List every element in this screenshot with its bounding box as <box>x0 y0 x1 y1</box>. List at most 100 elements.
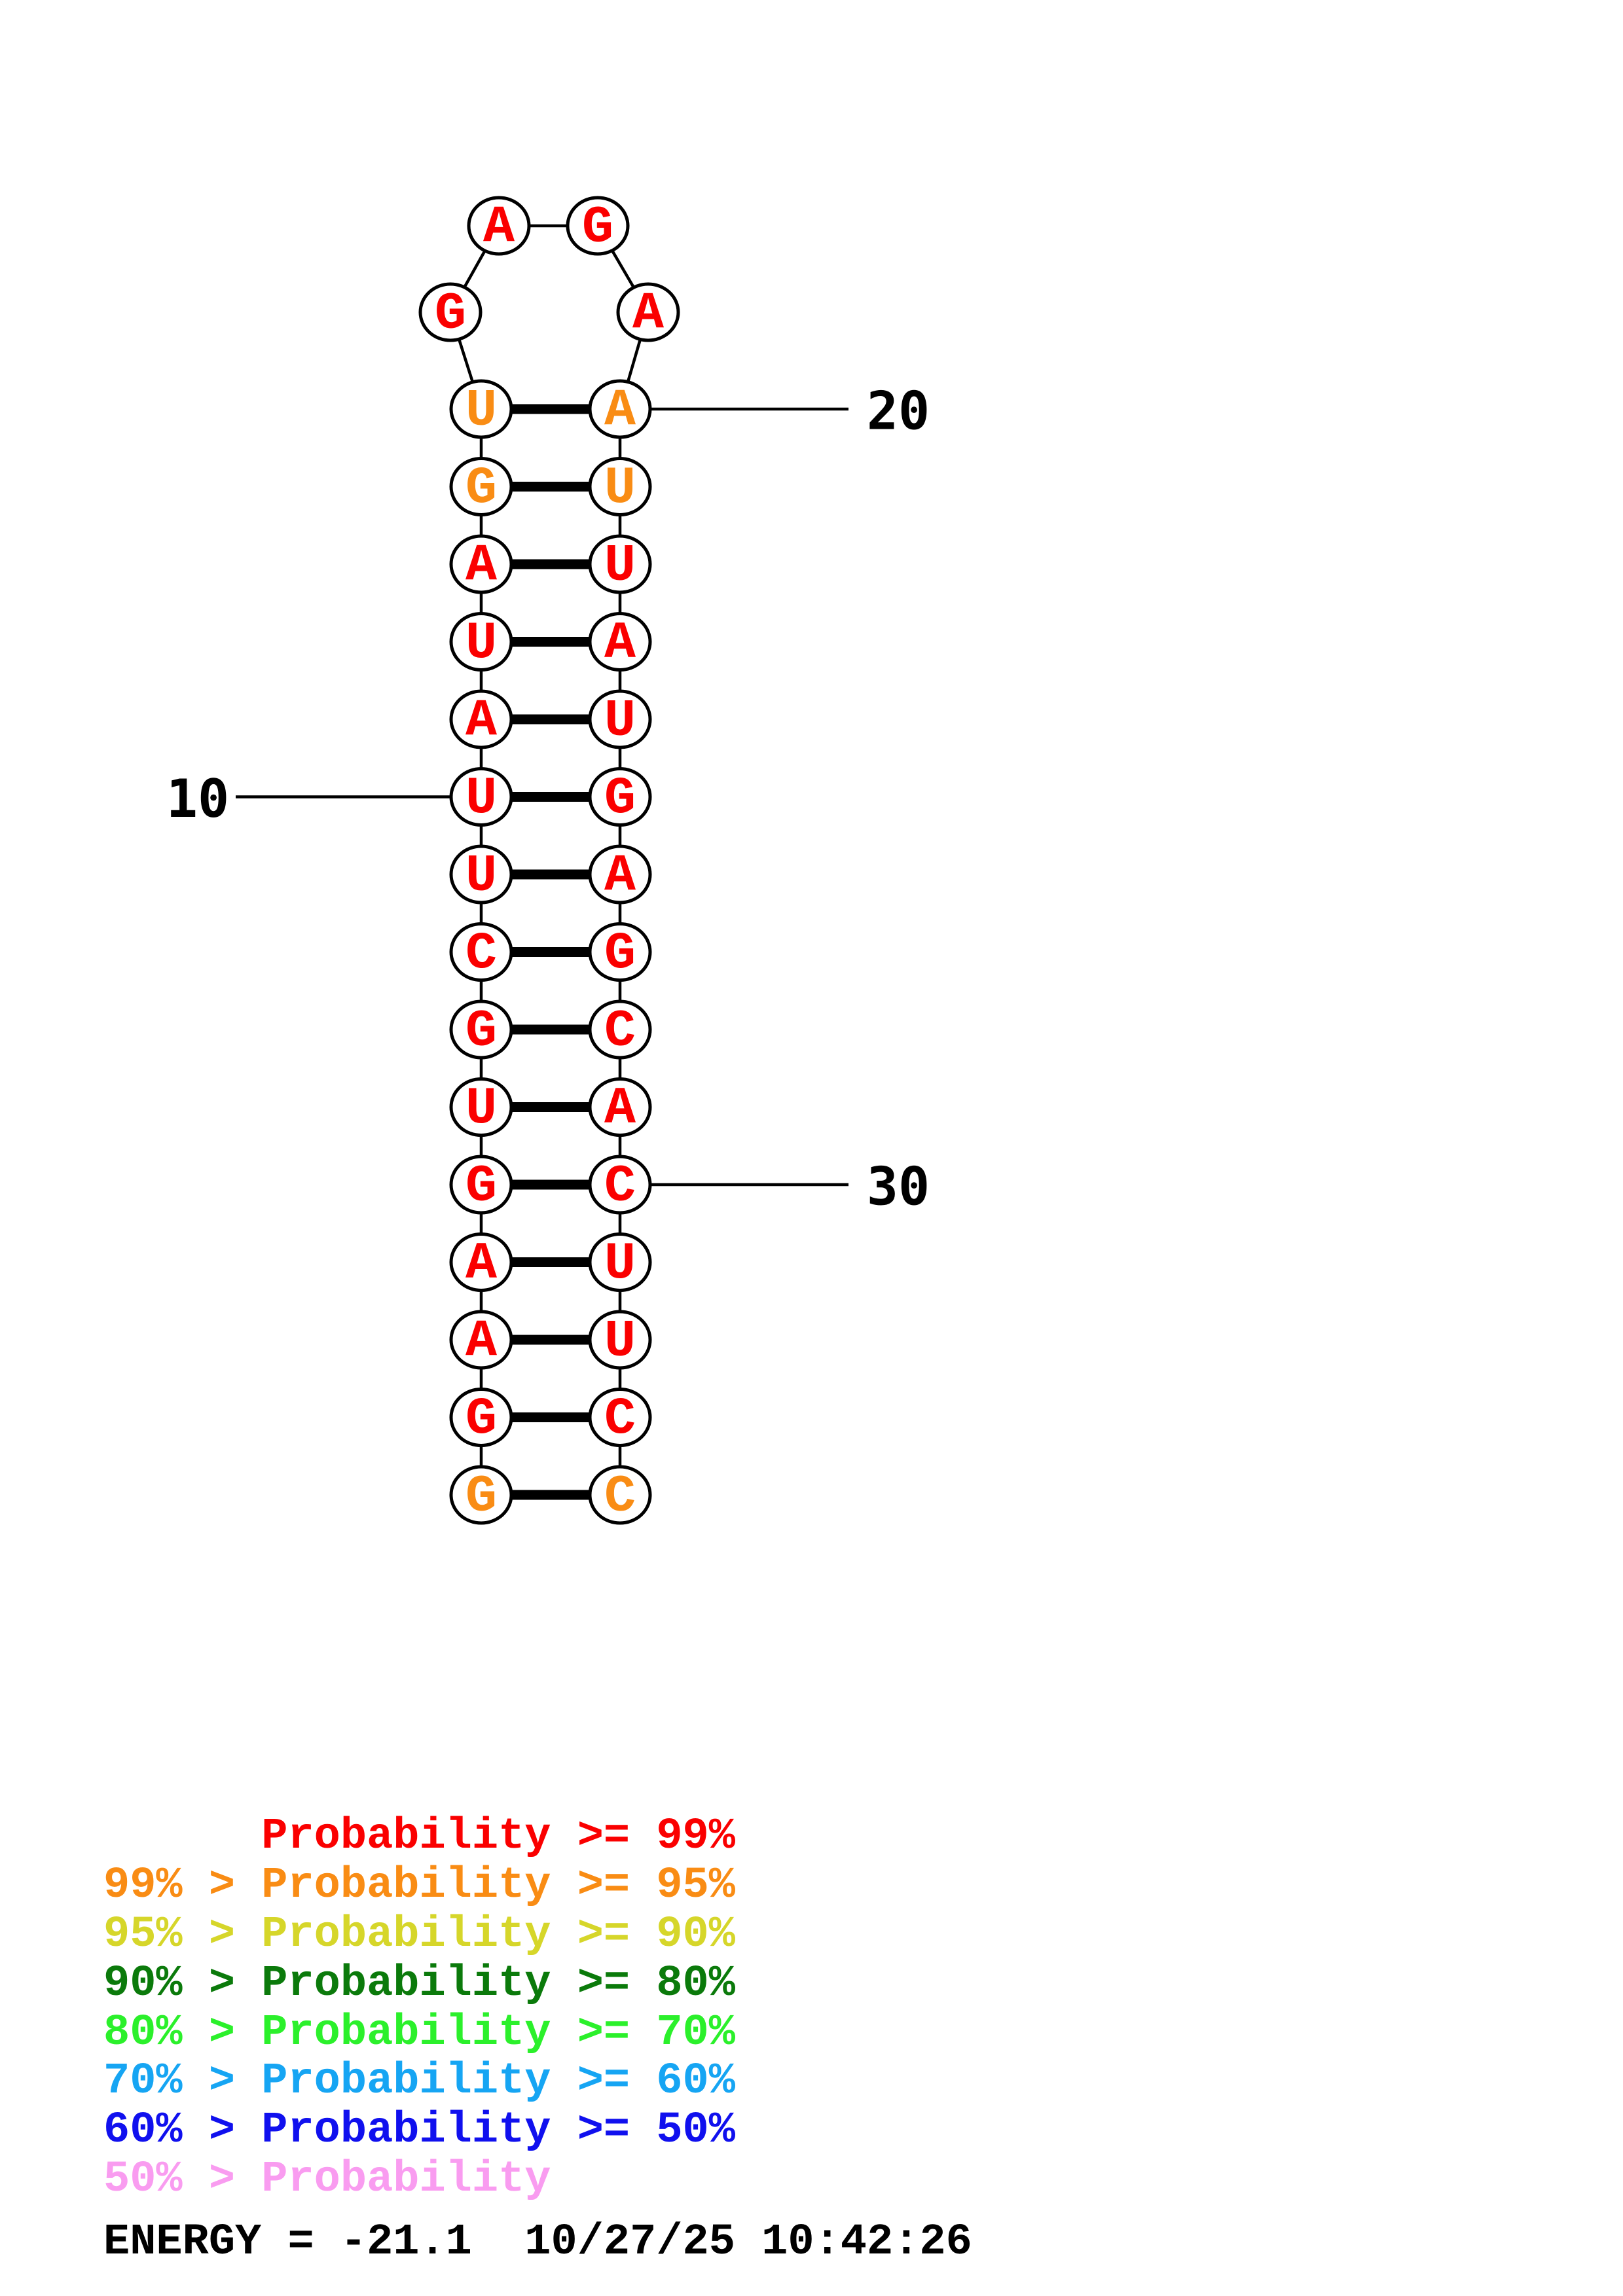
nucleotide-circle <box>449 457 513 516</box>
nucleotide-23-A: A <box>588 612 652 673</box>
nucleotide-11-A: A <box>449 689 513 751</box>
nucleotide-base-letter: C <box>604 1002 636 1062</box>
nucleotide-circle <box>566 196 630 256</box>
nucleotide-17-A: A <box>467 196 531 258</box>
nucleotide-circle <box>449 1465 513 1525</box>
nucleotide-base-letter: U <box>604 537 636 596</box>
nucleotide-3-A: A <box>449 1310 513 1372</box>
nucleotide-21-U: U <box>588 457 652 518</box>
nucleotide-28-C: C <box>588 999 652 1062</box>
nucleotide-base-letter: G <box>582 198 613 258</box>
nucleotide-8-C: C <box>449 922 513 984</box>
nucleotide-circle <box>588 1232 652 1292</box>
nucleotide-base-letter: G <box>604 924 636 984</box>
nucleotide-circle <box>449 1155 513 1215</box>
nucleotide-circle <box>418 282 483 342</box>
legend-row-3: 95% > Probability >= 90% <box>103 1910 735 1960</box>
nucleotide-base-letter: G <box>604 769 636 829</box>
legend-row-7: 60% > Probability >= 50% <box>103 2106 735 2156</box>
nucleotide-base-letter: U <box>465 614 497 673</box>
sequence-number-label: 10 <box>166 768 229 829</box>
nucleotide-22-U: U <box>588 534 652 596</box>
nucleotide-circle <box>449 767 513 827</box>
nucleotide-29-A: A <box>588 1077 652 1139</box>
legend-row-6: 70% > Probability >= 60% <box>103 2056 735 2107</box>
nucleotide-circle <box>449 689 513 749</box>
nucleotide-circle <box>449 1077 513 1137</box>
nucleotide-base-letter: U <box>465 847 497 906</box>
nucleotide-base-letter: G <box>465 1467 497 1527</box>
sequence-number-label: 30 <box>867 1157 930 1217</box>
nucleotide-4-A: A <box>449 1232 513 1294</box>
nucleotide-circle <box>588 1388 652 1447</box>
nucleotide-9-U: U <box>449 844 513 906</box>
nucleotide-base-letter: A <box>465 1312 498 1372</box>
nucleotide-33-C: C <box>588 1388 652 1449</box>
nucleotide-base-letter: C <box>604 1467 636 1527</box>
nucleotide-circle <box>588 1465 652 1525</box>
nucleotide-27-G: G <box>588 922 652 984</box>
nucleotide-base-letter: A <box>604 847 636 906</box>
nucleotide-circle <box>449 1388 513 1447</box>
nucleotide-circle <box>449 534 513 594</box>
nucleotide-circle <box>588 379 652 439</box>
nucleotide-base-letter: U <box>465 769 497 829</box>
nucleotide-7-G: G <box>449 999 513 1062</box>
nucleotide-25-G: G <box>588 767 652 829</box>
nucleotide-circle <box>616 282 680 342</box>
nucleotide-base-letter: G <box>465 1390 497 1449</box>
nucleotide-15-U: U <box>449 379 513 441</box>
nucleotide-24-U: U <box>588 689 652 751</box>
nucleotide-base-letter: C <box>604 1157 636 1217</box>
nucleotide-19-A: A <box>616 282 680 344</box>
nucleotide-base-letter: G <box>465 1002 497 1062</box>
nucleotide-base-letter: U <box>604 459 636 518</box>
nucleotide-5-G: G <box>449 1155 513 1217</box>
nucleotide-13-A: A <box>449 534 513 596</box>
nucleotide-base-letter: A <box>604 382 636 441</box>
nucleotide-10-U: U <box>449 767 513 829</box>
nucleotide-circle <box>449 1310 513 1370</box>
nucleotide-base-letter: G <box>465 459 497 518</box>
nucleotide-base-letter: A <box>604 614 636 673</box>
nucleotide-1-G: G <box>449 1465 513 1527</box>
nucleotide-32-U: U <box>588 1310 652 1372</box>
nucleotide-circle <box>449 1232 513 1292</box>
nucleotide-circle <box>449 379 513 439</box>
nucleotide-base-letter: G <box>465 1157 497 1217</box>
nucleotide-31-U: U <box>588 1232 652 1294</box>
nucleotide-circle <box>449 999 513 1060</box>
nucleotide-base-letter: A <box>465 692 498 751</box>
nucleotide-circle <box>588 844 652 905</box>
sequence-number-label: 20 <box>867 381 930 442</box>
nucleotide-circle <box>449 922 513 982</box>
energy-line: ENERGY = -21.1 10/27/25 10:42:26 <box>103 2217 972 2267</box>
nucleotide-base-letter: A <box>604 1079 636 1139</box>
nucleotide-circle <box>588 1155 652 1215</box>
legend-row-8: 50% > Probability <box>103 2155 551 2204</box>
nucleotide-circle <box>467 196 531 256</box>
nucleotide-circle <box>588 922 652 982</box>
nucleotide-26-A: A <box>588 844 652 906</box>
nucleotide-6-U: U <box>449 1077 513 1139</box>
legend-row-4: 90% > Probability >= 80% <box>103 1958 735 2009</box>
nucleotide-12-U: U <box>449 612 513 673</box>
nucleotide-circle <box>588 1310 652 1370</box>
nucleotide-base-letter: G <box>435 285 466 344</box>
nucleotide-circle <box>588 689 652 749</box>
nucleotide-base-letter: C <box>465 924 497 984</box>
nucleotide-base-letter: U <box>604 692 636 751</box>
nucleotide-18-G: G <box>566 196 630 258</box>
nucleotide-2-G: G <box>449 1388 513 1449</box>
legend-row-2: 99% > Probability >= 95% <box>103 1861 735 1911</box>
nucleotide-base-letter: U <box>465 382 497 441</box>
nucleotide-circle <box>588 767 652 827</box>
nucleotide-base-letter: C <box>604 1390 636 1449</box>
nucleotide-circle <box>449 844 513 905</box>
nucleotide-base-letter: U <box>604 1312 636 1372</box>
nucleotide-16-G: G <box>418 282 483 344</box>
nucleotide-circle <box>588 999 652 1060</box>
nucleotide-circle <box>588 534 652 594</box>
